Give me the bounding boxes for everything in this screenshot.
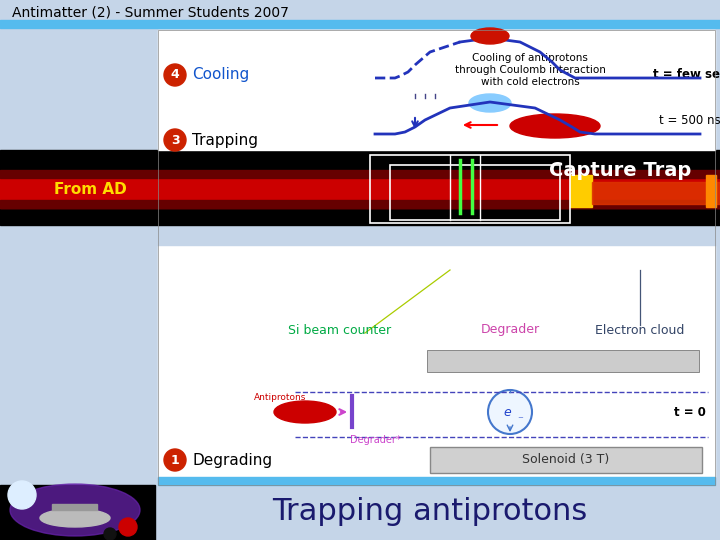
Text: 3: 3 [171,133,179,146]
Text: Degrading: Degrading [192,453,272,468]
Text: t = 0: t = 0 [674,406,706,419]
Bar [158,30,715,485]
Text: Solenoid (3 T): Solenoid (3 T) [523,454,610,467]
Bar [0,225,720,245]
Circle shape [164,64,186,86]
Text: Antiprotons: Antiprotons [254,394,306,402]
Text: Capture Trap: Capture Trap [549,160,691,179]
Text: t = 500 ns: t = 500 ns [660,113,720,126]
Circle shape [119,518,137,536]
Bar [158,245,715,477]
Text: Cooling of antiprotons
through Coulomb interaction
with cold electrons: Cooling of antiprotons through Coulomb i… [454,53,606,86]
Bar [706,175,716,207]
Text: Trapping antiprotons: Trapping antiprotons [272,497,588,526]
Circle shape [164,449,186,471]
Circle shape [104,528,116,540]
Bar [370,155,570,223]
Bar [430,447,702,473]
Circle shape [488,390,532,434]
Bar [0,20,720,28]
Text: From AD: From AD [53,183,127,198]
Text: Antimatter (2) - Summer Students 2007: Antimatter (2) - Summer Students 2007 [12,5,289,19]
Bar [158,30,715,150]
Circle shape [8,481,36,509]
Text: 1: 1 [171,454,179,467]
Ellipse shape [469,94,511,112]
Text: Electron cloud: Electron cloud [595,323,685,336]
Bar [390,165,560,220]
Text: Si beam counter: Si beam counter [289,323,392,336]
Text: Trapping: Trapping [192,132,258,147]
Ellipse shape [471,28,509,44]
Text: t = few sec: t = few sec [653,69,720,82]
Text: Degrader*: Degrader* [350,435,400,445]
Bar [52,504,97,510]
Circle shape [164,129,186,151]
Bar [0,150,720,225]
Ellipse shape [40,509,110,527]
Bar [0,485,155,540]
Bar [0,178,720,208]
Bar [158,477,715,485]
Text: e: e [503,407,511,420]
Text: 4: 4 [171,69,179,82]
Text: ⁻: ⁻ [517,415,523,425]
Bar [570,175,592,207]
Bar [0,170,720,178]
Ellipse shape [510,114,600,138]
Bar [0,200,720,208]
Bar [427,350,699,372]
Bar [592,182,720,204]
Ellipse shape [274,401,336,423]
Text: Degrader: Degrader [480,323,539,336]
Text: Cooling: Cooling [192,68,249,83]
Ellipse shape [10,484,140,536]
